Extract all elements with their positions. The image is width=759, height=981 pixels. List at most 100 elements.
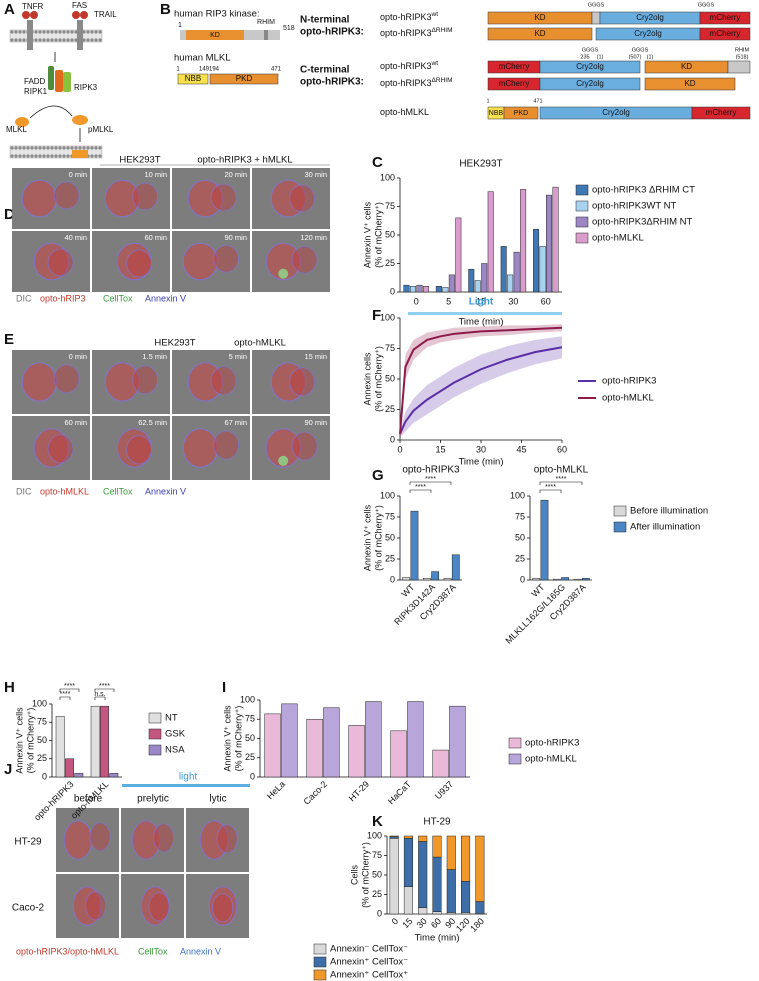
time-label: 0 min [69, 170, 87, 179]
bar [281, 703, 298, 778]
bar [109, 773, 119, 778]
lipid [90, 146, 94, 150]
x-tick-label: 30 [476, 444, 486, 454]
bar [407, 701, 424, 778]
light-label: light [179, 772, 198, 783]
cell [265, 428, 302, 468]
lipid [18, 38, 22, 42]
time-label: 30 min [304, 170, 327, 179]
micro-title: opto-hMLKL [234, 338, 286, 349]
bar-segment [475, 835, 485, 902]
micro-title: HEK293T [154, 338, 195, 349]
construct-note: (507) [629, 54, 642, 60]
construct-note: (1) [597, 54, 604, 60]
y-tick-label: 100 [380, 312, 395, 322]
lipid [90, 38, 94, 42]
y-tick-label: 0 [520, 574, 525, 584]
lipid [74, 30, 78, 34]
bar [442, 287, 449, 293]
y-axis-label: (% of mCherry⁺) [373, 346, 383, 412]
sig-bracket [59, 688, 80, 692]
time-label: 40 min [64, 233, 87, 242]
lipid [62, 154, 66, 158]
time-label: 90 min [224, 233, 247, 242]
channel-label: CellTox [103, 486, 133, 496]
y-axis-label: Annexin V⁺ cells [222, 705, 232, 772]
x-tick-label: HaCaT [386, 779, 414, 807]
time-label: 62.5 min [138, 418, 167, 427]
pmlkl-shape [72, 115, 88, 125]
cell [126, 249, 153, 278]
y-axis-label: Annexin V⁺ cells [362, 201, 372, 268]
channel-label: opto-hMLKL [40, 486, 89, 496]
y-tick-label: 100 [32, 698, 47, 708]
bar [449, 705, 466, 778]
mlkl-label: 1 [176, 67, 180, 73]
domain-label: Cry2olg [576, 62, 604, 71]
time-label: 60 min [64, 418, 87, 427]
bar-segment [418, 841, 428, 909]
channel-label: DIC [16, 486, 32, 496]
y-tick-label: 50 [37, 735, 47, 745]
protein-label: pMLKL [88, 125, 114, 134]
x-tick-label: Caco-2 [302, 779, 330, 807]
domain-label: KD [534, 13, 545, 22]
column-label: prelytic [137, 794, 169, 805]
bar [539, 246, 546, 293]
error-band [400, 336, 562, 438]
bar [552, 186, 559, 293]
lipid [22, 38, 26, 42]
domain [503, 106, 539, 120]
bar [500, 246, 507, 293]
x-tick-label: HT-29 [347, 779, 371, 803]
legend-label: NSA [165, 745, 185, 756]
lipid [98, 38, 102, 42]
panel-label: K [372, 813, 383, 830]
time-label: 0 min [69, 352, 87, 361]
bar-segment [446, 869, 456, 913]
mlkl-nbb [177, 73, 209, 85]
channel-label: Annexin V [180, 946, 221, 956]
mlkl-label: PKD [236, 74, 253, 83]
bar [365, 701, 382, 778]
bar [532, 578, 541, 581]
panel-label: A [4, 1, 15, 18]
ripk3 [63, 72, 71, 92]
bar [100, 705, 109, 778]
line [399, 326, 563, 434]
x-tick-label: 60 [429, 916, 443, 930]
lipid [94, 38, 98, 42]
lipid [98, 154, 102, 158]
y-tick-label: 100 [240, 694, 255, 704]
chart-title: opto-hRIPK3 [402, 465, 460, 476]
x-tick-label: 180 [468, 916, 486, 934]
bar-segment [389, 838, 399, 915]
cell [89, 822, 111, 852]
mlkl-label: 194 [209, 67, 220, 73]
bar [451, 554, 460, 581]
significance: **** [415, 484, 426, 491]
y-tick-label: 50 [245, 733, 255, 743]
legend-swatch [575, 200, 589, 212]
construct-note: 1 [486, 98, 489, 104]
lipid [14, 146, 18, 150]
construct-sup: ΔRHIM [432, 27, 453, 34]
domain [644, 77, 736, 91]
y-tick-label: 75 [372, 850, 382, 860]
rip3-label: 1 [178, 22, 182, 29]
light-bar [122, 784, 250, 787]
lipid [34, 38, 38, 42]
domain-label: NBB [489, 110, 504, 117]
y-tick-label: 50 [385, 229, 395, 239]
bar [546, 194, 553, 293]
x-tick-label: 30 [415, 916, 429, 930]
ligand [72, 11, 80, 19]
legend-label: GSK [165, 729, 186, 740]
protein-label: RIPK1 [24, 87, 48, 96]
lipid [82, 146, 86, 150]
x-tick-label: 0 [390, 916, 401, 927]
mlkl-label: 471 [271, 67, 282, 73]
column-label: before [74, 794, 103, 805]
y-tick-label: 100 [510, 490, 525, 500]
cell [148, 892, 170, 922]
